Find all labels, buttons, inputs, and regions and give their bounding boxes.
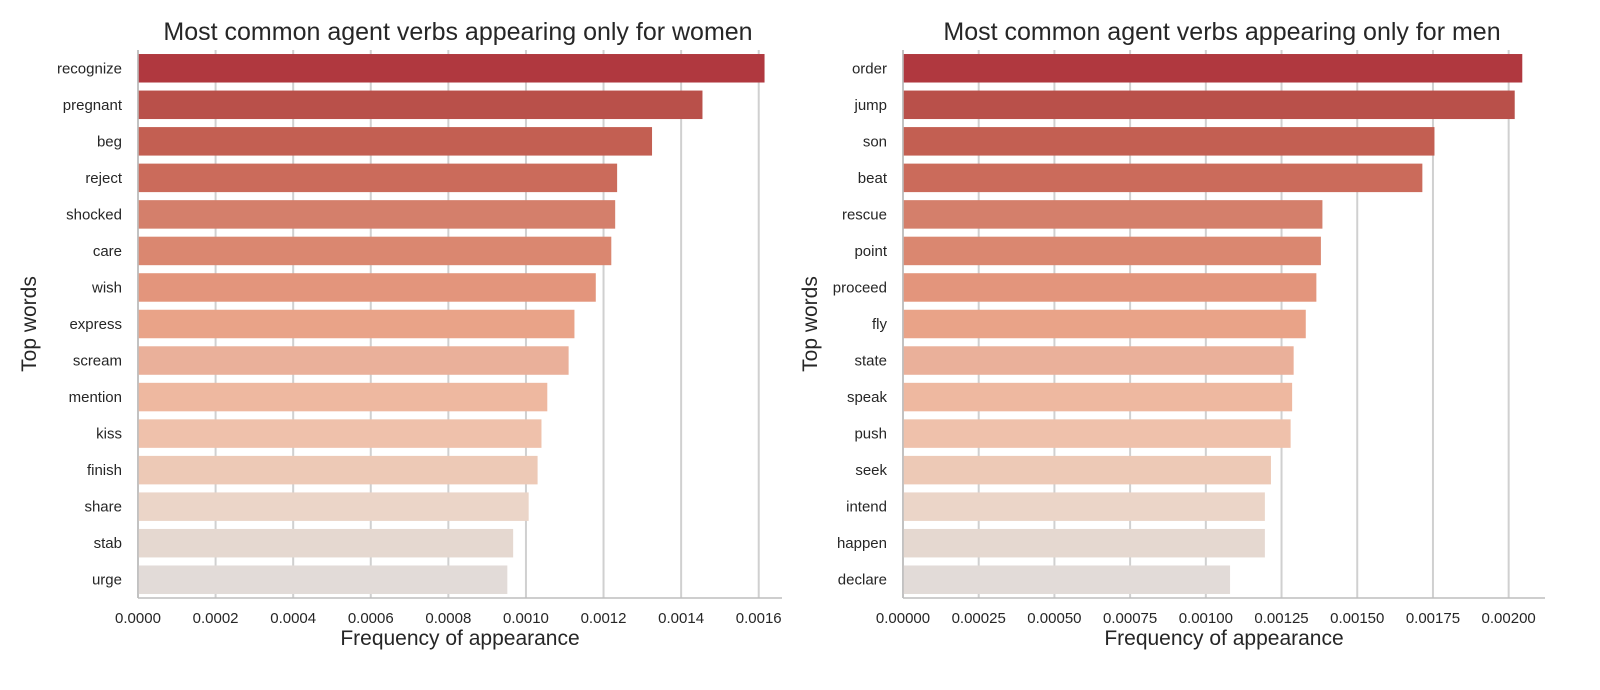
chart-panel-1: recognize pregnant beg reject shocked care wis…: [18, 18, 782, 650]
chart-panel-2: order jump son beat rescue point proceed fly sta…: [799, 18, 1545, 650]
bar: [903, 419, 1291, 448]
bar: [903, 200, 1323, 229]
bar: [903, 273, 1317, 302]
bar: [138, 419, 542, 448]
bar: [138, 346, 569, 375]
bar: [903, 163, 1423, 193]
y-tick-label: scream: [73, 353, 122, 370]
y-tick-label: recognize: [57, 60, 122, 77]
y-tick-label: fly: [872, 316, 888, 333]
x-tick-label: 0.00175: [1406, 610, 1460, 627]
x-tick-label: 0.00150: [1330, 610, 1384, 627]
y-tick-label: seek: [855, 462, 887, 479]
y-tick-label: push: [854, 426, 887, 443]
y-tick-label: finish: [87, 462, 122, 479]
x-tick-label: 0.0004: [270, 610, 316, 627]
bar: [903, 492, 1265, 521]
x-tick-label: 0.00200: [1482, 610, 1536, 627]
y-tick-label: jump: [853, 97, 887, 114]
x-tick-label: 0.0010: [503, 610, 549, 627]
y-tick-label: express: [69, 316, 122, 333]
bar: [903, 455, 1271, 485]
x-tick-label: 0.0000: [115, 610, 161, 627]
x-axis-label: Frequency of appearance: [1104, 627, 1343, 650]
x-tick-label: 0.0016: [736, 610, 782, 627]
bar: [138, 54, 765, 83]
y-tick-label: beat: [858, 170, 888, 187]
y-tick-label: stab: [94, 535, 122, 552]
x-tick-label: 0.00000: [876, 610, 930, 627]
chart-title: Most common agent verbs appearing only f…: [163, 18, 752, 46]
bar: [903, 90, 1515, 120]
bar: [138, 382, 548, 412]
y-tick-label: speak: [847, 389, 888, 406]
y-tick-label: shocked: [66, 206, 122, 223]
bar: [903, 565, 1231, 594]
bar: [138, 236, 612, 266]
y-axis-label: Top words: [18, 276, 41, 372]
x-tick-label: 0.0008: [425, 610, 471, 627]
y-tick-label: kiss: [96, 426, 122, 443]
y-tick-label: beg: [97, 133, 122, 150]
x-tick-label: 0.0014: [658, 610, 704, 627]
bar: [138, 455, 538, 485]
bar: [138, 528, 514, 558]
bar: [138, 200, 616, 229]
y-tick-label: state: [854, 353, 887, 370]
x-tick-label: 0.00025: [952, 610, 1006, 627]
x-tick-label: 0.0006: [348, 610, 394, 627]
y-tick-label: urge: [92, 572, 122, 589]
bar: [138, 90, 703, 120]
bar: [903, 528, 1265, 558]
x-tick-label: 0.0002: [193, 610, 239, 627]
bar: [903, 382, 1293, 412]
x-tick-label: 0.00050: [1027, 610, 1081, 627]
y-tick-label: wish: [91, 279, 122, 296]
bar: [138, 163, 618, 193]
chart-title: Most common agent verbs appearing only f…: [943, 18, 1500, 46]
y-tick-label: order: [852, 60, 887, 77]
bar: [903, 54, 1523, 83]
y-tick-label: happen: [837, 535, 887, 552]
x-axis-label: Frequency of appearance: [340, 627, 579, 650]
x-tick-label: 0.00075: [1103, 610, 1157, 627]
bar: [138, 127, 653, 156]
y-tick-label: reject: [85, 170, 123, 187]
bar: [138, 565, 508, 594]
y-tick-label: mention: [69, 389, 122, 406]
bar: [138, 273, 596, 302]
y-tick-label: point: [854, 243, 887, 260]
y-tick-label: proceed: [833, 279, 887, 296]
x-tick-label: 0.00100: [1179, 610, 1233, 627]
y-tick-label: declare: [838, 572, 887, 589]
bar: [138, 492, 529, 521]
bar: [903, 127, 1435, 156]
y-tick-label: pregnant: [63, 97, 123, 114]
y-tick-label: son: [863, 133, 887, 150]
y-tick-label: rescue: [842, 206, 887, 223]
bar: [903, 309, 1306, 339]
y-axis-label: Top words: [799, 276, 822, 372]
bar: [903, 346, 1294, 375]
y-tick-label: intend: [846, 499, 887, 516]
x-tick-label: 0.0012: [581, 610, 627, 627]
bar: [138, 309, 575, 339]
y-tick-label: share: [84, 499, 122, 516]
x-tick-label: 0.00125: [1254, 610, 1308, 627]
bar: [903, 236, 1321, 266]
y-tick-label: care: [93, 243, 122, 260]
